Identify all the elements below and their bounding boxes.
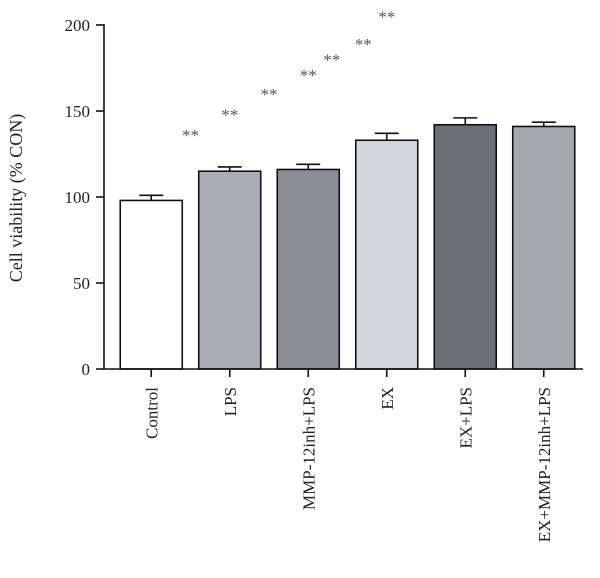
bar-ex-lps bbox=[433, 123, 498, 370]
x-tick-label: MMP-12inh+LPS bbox=[299, 387, 318, 510]
y-tick-label: 100 bbox=[65, 188, 91, 207]
bar-ex-mmp-12inh-lps bbox=[511, 125, 576, 370]
y-tick-label: 0 bbox=[82, 360, 91, 379]
bar-mmp-12inh-lps bbox=[276, 168, 341, 370]
x-tick-label: LPS bbox=[221, 387, 240, 416]
significance-label: ** bbox=[378, 7, 395, 26]
x-tick-label: Control bbox=[142, 387, 161, 439]
y-tick-label: 50 bbox=[73, 274, 90, 293]
bar-ex bbox=[354, 139, 419, 370]
y-axis-label: Cell viability (% CON) bbox=[6, 114, 27, 282]
significance-label: ** bbox=[221, 105, 238, 124]
significance-label: ** bbox=[300, 66, 317, 85]
x-tick-label: EX bbox=[378, 387, 397, 410]
bar-lps bbox=[197, 170, 262, 370]
x-tick-label: EX+LPS bbox=[456, 387, 475, 449]
significance-label: ** bbox=[261, 85, 278, 104]
bar-control bbox=[119, 199, 184, 370]
y-tick-label: 200 bbox=[65, 16, 91, 35]
y-tick-label: 150 bbox=[65, 102, 91, 121]
significance-label: ** bbox=[323, 50, 340, 69]
significance-label: ** bbox=[355, 35, 372, 54]
significance-label: ** bbox=[182, 126, 199, 145]
x-tick-label: EX+MMP-12inh+LPS bbox=[535, 387, 554, 542]
